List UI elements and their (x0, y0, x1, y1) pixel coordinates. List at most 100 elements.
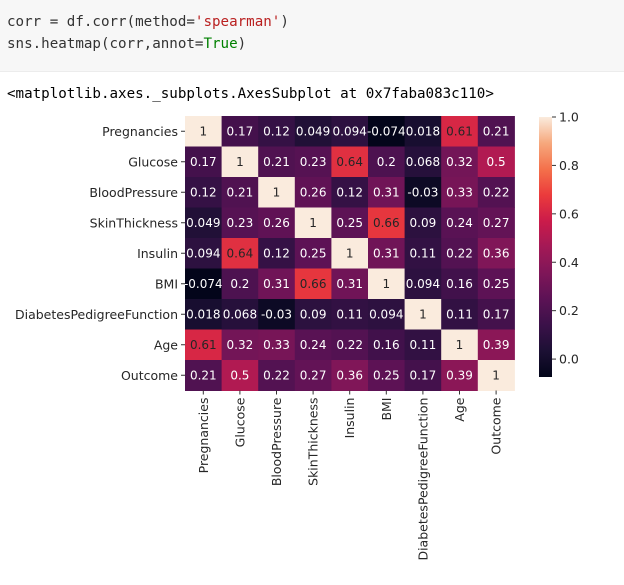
heatmap-cell-label: -0.03 (261, 307, 292, 321)
heatmap-cell (185, 207, 223, 239)
heatmap-cell-label: 1 (346, 246, 354, 260)
heatmap-cell (185, 268, 223, 300)
heatmap-cell (331, 360, 369, 391)
heatmap-cell-label: 0.16 (373, 338, 400, 352)
heatmap-cell-label: 0.39 (483, 338, 510, 352)
code-constant-true: True (203, 36, 238, 52)
heatmap-cell (294, 299, 332, 330)
heatmap-cell-label: 1 (456, 338, 464, 352)
heatmap-cell-label: 0.26 (300, 185, 327, 199)
heatmap-cell-label: 0.61 (190, 338, 217, 352)
heatmap-cell (221, 116, 259, 147)
heatmap-cell (294, 360, 332, 391)
x-tick-label: Outcome (489, 397, 504, 454)
heatmap-cell (441, 268, 479, 300)
heatmap-cell-label: 0.16 (446, 277, 473, 291)
heatmap-cell-label: 0.25 (336, 216, 363, 230)
heatmap-cell-label: 0.31 (336, 277, 363, 291)
heatmap-cell-label: 0.22 (483, 185, 510, 199)
heatmap-cell (258, 238, 296, 269)
heatmap-cell-label: 0.09 (410, 216, 437, 230)
heatmap-cell (477, 360, 515, 391)
heatmap-cell (404, 299, 442, 330)
heatmap-cell-label: 0.094 (406, 277, 440, 291)
heatmap-cell (294, 268, 332, 300)
x-tick-label: DiabetesPedigreeFunction (415, 398, 430, 561)
heatmap-cell (477, 207, 515, 239)
y-tick-label: SkinThickness (90, 215, 178, 230)
heatmap-cell (368, 238, 406, 269)
x-tick-label: BloodPressure (269, 397, 284, 486)
y-tick-label: Glucose (128, 154, 178, 169)
heatmap-cell-label: 0.64 (227, 246, 254, 260)
code-cell[interactable]: corr = df.corr(method='spearman') sns.he… (0, 0, 624, 72)
heatmap-cell (477, 116, 515, 147)
heatmap-cell-label: 0.094 (333, 124, 367, 138)
heatmap-cell-label: 1 (419, 307, 427, 321)
heatmap-cell (477, 299, 515, 330)
code-line-1: corr = df.corr(method='spearman') (7, 14, 289, 30)
colorbar-tick-label: 0.2 (559, 303, 579, 318)
heatmap-cell (331, 268, 369, 300)
heatmap-cell-label: 0.5 (230, 368, 249, 382)
heatmap-cell (404, 329, 442, 361)
colorbar-tick-label: 0.6 (559, 206, 579, 221)
heatmap-cell (221, 268, 259, 300)
heatmap-cell (477, 146, 515, 178)
heatmap-cell-label: 0.11 (446, 307, 473, 321)
heatmap-cell (331, 329, 369, 361)
heatmap-cell-label: 1 (236, 155, 244, 169)
heatmap-cell (258, 146, 296, 178)
heatmap-cell-label: 0.26 (263, 216, 290, 230)
heatmap-cell (477, 238, 515, 269)
output-repr-text: <matplotlib.axes._subplots.AxesSubplot a… (7, 86, 494, 102)
y-tick-label: Insulin (137, 246, 178, 261)
heatmap-cell-label: 0.049 (186, 216, 220, 230)
heatmap-cell (331, 238, 369, 269)
heatmap-cell (441, 177, 479, 208)
heatmap-cell (368, 299, 406, 330)
heatmap-cell (221, 299, 259, 330)
heatmap-cell (185, 116, 223, 147)
heatmap-cell-label: 0.32 (446, 155, 473, 169)
heatmap-cell-label: 0.2 (230, 277, 249, 291)
heatmap-cell-label: 0.21 (227, 185, 254, 199)
heatmap-cell (294, 207, 332, 239)
heatmap-cell-label: 0.32 (227, 338, 254, 352)
heatmap-cell (368, 268, 406, 300)
code-line-2: sns.heatmap(corr,annot=True) (7, 36, 247, 52)
heatmap-cell-label: 0.36 (483, 246, 510, 260)
heatmap-cell-label: 0.21 (263, 155, 290, 169)
heatmap-cell-label: 0.17 (483, 307, 510, 321)
heatmap-cell-label: 1 (199, 124, 207, 138)
heatmap-cell-label: 0.12 (263, 246, 290, 260)
heatmap-cell (368, 116, 406, 147)
y-tick-label: BMI (155, 276, 178, 291)
y-tick-label: Outcome (121, 368, 178, 383)
heatmap-cell (441, 299, 479, 330)
heatmap-cell-label: 0.21 (190, 368, 217, 382)
heatmap-cell (331, 207, 369, 239)
heatmap-cell (185, 329, 223, 361)
heatmap-cell-label: 0.11 (410, 246, 437, 260)
heatmap-cell-label: 0.17 (227, 124, 254, 138)
heatmap-cell-label: 1 (382, 277, 390, 291)
heatmap-cell (258, 268, 296, 300)
heatmap-cell-label: 0.33 (263, 338, 290, 352)
heatmap-cell-label: 0.31 (263, 277, 290, 291)
x-tick-label: SkinThickness (306, 398, 321, 486)
heatmap-cell-label: 0.068 (406, 155, 440, 169)
heatmap-cell (404, 268, 442, 300)
heatmap-cell-label: 0.12 (263, 124, 290, 138)
heatmap-cell (221, 238, 259, 269)
heatmap-cell-label: 0.068 (223, 307, 257, 321)
heatmap-cell (404, 207, 442, 239)
heatmap-cell (404, 238, 442, 269)
heatmap-cell-label: 0.25 (373, 368, 400, 382)
heatmap-cell (294, 146, 332, 178)
heatmap-cell-label: 0.018 (406, 124, 440, 138)
x-tick-label: Pregnancies (196, 398, 211, 474)
colorbar-tick-label: 0.8 (559, 158, 579, 173)
heatmap-cell (404, 116, 442, 147)
colorbar (539, 117, 552, 377)
